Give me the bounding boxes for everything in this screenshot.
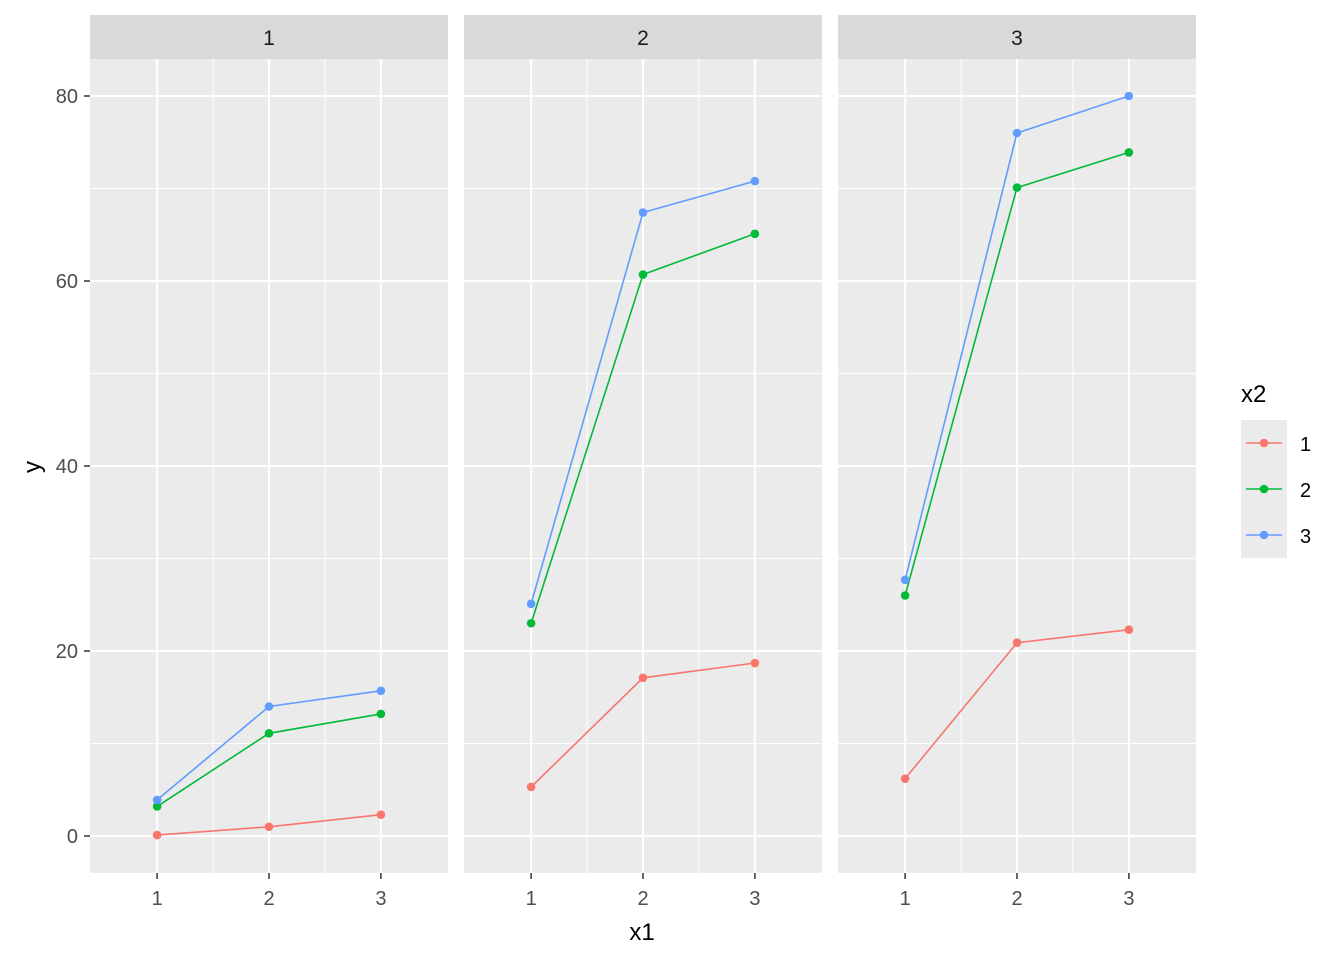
data-point-x2-2: [376, 709, 386, 719]
x-axis-panel-1: 1 2 3: [152, 873, 386, 910]
x-tick-label: 1: [526, 888, 537, 910]
data-point-x2-3: [750, 176, 760, 186]
data-point-x2-3: [264, 702, 274, 711]
legend-keys: 1 2 3: [1241, 420, 1311, 558]
x-axis-title: x1: [629, 919, 654, 946]
data-point-x2-3: [900, 575, 910, 585]
y-tick-label: 0: [67, 826, 78, 848]
data-point-x2-3: [526, 599, 536, 609]
facet-panel-2: 2: [464, 15, 822, 873]
y-axis-title: y: [19, 461, 46, 473]
data-point-x2-1: [1124, 625, 1134, 635]
legend-entry-x2-3: 3: [1241, 512, 1311, 558]
data-point-x2-1: [264, 822, 274, 832]
x-tick-label: 1: [900, 888, 911, 910]
data-point-x2-1: [526, 782, 536, 792]
facet-panel-3: 3: [838, 15, 1196, 873]
facet-strip-label: 3: [1011, 27, 1023, 50]
data-point-x2-3: [152, 795, 162, 805]
data-point-x2-2: [900, 591, 910, 600]
data-point-x2-2: [152, 802, 162, 811]
x-axis-panel-2: 1 2 3: [526, 873, 760, 910]
facet-panel-1: 1: [90, 15, 448, 873]
legend-key-point: [1259, 530, 1269, 540]
data-point-x2-2: [750, 229, 760, 239]
legend-entry-label: 1: [1300, 434, 1311, 456]
legend: x2 1 2 3: [1241, 381, 1311, 558]
legend-entry-label: 2: [1300, 480, 1311, 502]
data-point-x2-3: [1012, 128, 1022, 138]
data-point-x2-3: [638, 208, 648, 217]
data-point-x2-2: [1012, 183, 1022, 192]
x-tick-label: 3: [1123, 888, 1134, 910]
legend-title: x2: [1241, 381, 1266, 408]
x-tick-label: 3: [375, 888, 386, 910]
legend-entry-x2-2: 2: [1241, 466, 1311, 512]
legend-entry-x2-1: 1: [1241, 420, 1311, 466]
x-tick-label: 3: [749, 888, 760, 910]
facet-strip: [464, 15, 822, 59]
data-point-x2-1: [376, 810, 386, 820]
data-point-x2-2: [638, 270, 648, 279]
y-tick-label: 20: [56, 641, 78, 663]
x-axes: 1 2 3 1 2 3 1 2 3: [152, 873, 1134, 910]
facet-panels: 1 2 3: [90, 15, 1196, 873]
facet-strip-label: 2: [637, 27, 649, 50]
data-point-x2-1: [750, 658, 760, 668]
x-tick-label: 2: [637, 888, 648, 910]
data-point-x2-1: [638, 673, 648, 683]
data-point-x2-1: [900, 774, 910, 783]
x-axis-panel-3: 1 2 3: [900, 873, 1134, 910]
data-point-x2-3: [376, 686, 386, 696]
legend-key-point: [1259, 438, 1269, 448]
legend-entry-label: 3: [1300, 526, 1311, 548]
x-tick-label: 2: [1011, 888, 1022, 910]
legend-key-point: [1259, 484, 1269, 494]
data-point-x2-1: [1012, 638, 1022, 647]
data-point-x2-2: [1124, 148, 1134, 157]
y-tick-label: 80: [56, 86, 78, 108]
data-point-x2-1: [152, 830, 162, 840]
y-tick-label: 60: [56, 271, 78, 293]
facet-strip: [838, 15, 1196, 59]
y-tick-label: 40: [56, 456, 78, 478]
data-point-x2-2: [526, 618, 536, 628]
facet-strip: [90, 15, 448, 59]
data-point-x2-2: [264, 729, 274, 738]
x-tick-label: 2: [263, 888, 274, 910]
x-tick-label: 1: [152, 888, 163, 910]
data-point-x2-3: [1124, 91, 1134, 101]
facet-strip-label: 1: [263, 27, 275, 50]
y-axis: 0 20 40 60 80: [56, 86, 90, 848]
